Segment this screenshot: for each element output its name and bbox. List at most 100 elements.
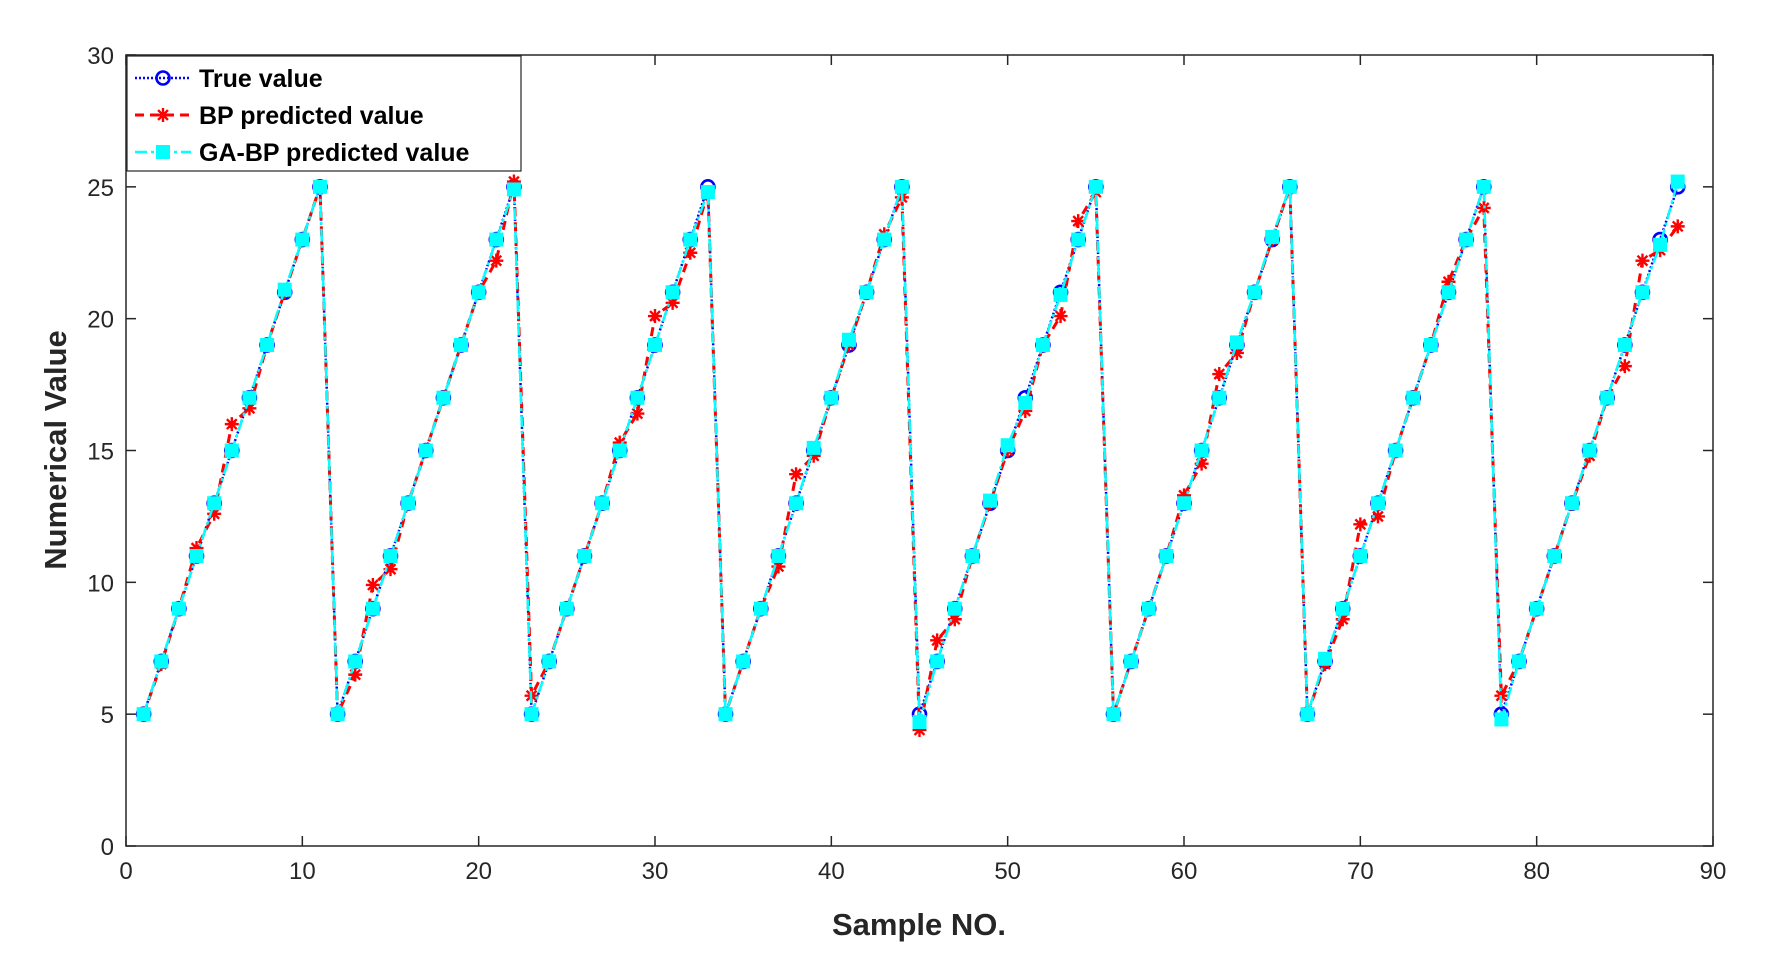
- y-tick-label: 15: [87, 439, 114, 466]
- data-point: [1177, 488, 1191, 503]
- data-point: [189, 541, 204, 556]
- data-point: [1653, 237, 1668, 252]
- data-point: [630, 406, 645, 421]
- data-point: [1370, 496, 1385, 511]
- data-point: [665, 285, 680, 300]
- data-point: [1617, 338, 1632, 353]
- data-point: [1282, 179, 1297, 194]
- data-point: [612, 443, 627, 458]
- data-point: [207, 506, 222, 521]
- data-point: [718, 707, 733, 722]
- data-point: [1353, 548, 1368, 563]
- data-point: [1335, 612, 1350, 627]
- axis-layer: 0 10 20 30 40 50 60 70 80 90 0 5 10 15 20 25 30: [87, 43, 1726, 885]
- x-tick-label: 90: [1700, 858, 1727, 885]
- data-point: [700, 185, 715, 200]
- data-point: [348, 654, 363, 669]
- data-point: [559, 601, 574, 616]
- data-point: [506, 182, 521, 197]
- legend-marker: [156, 108, 170, 122]
- data-point: [930, 654, 945, 669]
- data-point: [1441, 285, 1456, 300]
- data-point: [753, 601, 768, 616]
- data-point: [789, 467, 804, 482]
- data-point: [1212, 367, 1227, 382]
- data-point: [242, 401, 257, 416]
- data-point: [789, 496, 804, 511]
- data-point: [1071, 232, 1086, 247]
- data-point: [1476, 179, 1491, 194]
- data-point: [665, 295, 680, 310]
- data-point: [1459, 232, 1474, 247]
- x-tick-label: 40: [818, 858, 845, 885]
- data-point: [348, 667, 363, 682]
- data-point: [648, 309, 662, 324]
- data-point: [1229, 335, 1244, 350]
- data-point: [1177, 496, 1191, 511]
- series-3: [136, 174, 1685, 730]
- data-point: [1670, 219, 1685, 234]
- data-point: [612, 435, 627, 450]
- data-point: [930, 633, 945, 648]
- data-point: [154, 654, 169, 669]
- data-point: [806, 448, 821, 463]
- data-point: [1106, 707, 1121, 722]
- data-point: [1124, 654, 1139, 669]
- data-point: [1600, 390, 1615, 405]
- data-point: [401, 496, 416, 511]
- y-tick-label: 25: [87, 175, 114, 202]
- data-point: [524, 707, 539, 722]
- x-tick-label: 50: [994, 858, 1021, 885]
- x-tick-label: 80: [1523, 858, 1550, 885]
- data-point: [1035, 338, 1050, 353]
- data-point: [1053, 309, 1068, 324]
- y-tick-label: 0: [101, 834, 114, 861]
- data-point: [947, 601, 962, 616]
- x-tick-label: 70: [1347, 858, 1374, 885]
- data-point: [454, 338, 469, 353]
- data-point: [207, 496, 222, 511]
- data-point: [506, 174, 521, 189]
- legend-label: True value: [199, 65, 323, 93]
- data-point: [471, 285, 486, 300]
- legend-marker: [156, 145, 170, 159]
- data-point: [683, 232, 698, 247]
- data-point: [436, 390, 451, 405]
- data-point: [489, 253, 504, 268]
- data-point: [277, 282, 292, 297]
- data-point: [224, 443, 239, 458]
- data-point: [1335, 601, 1350, 616]
- data-point: [1494, 712, 1509, 727]
- data-point: [383, 562, 398, 577]
- data-point: [365, 577, 380, 592]
- data-point: [1547, 548, 1562, 563]
- data-point: [1018, 396, 1033, 411]
- data-point: [242, 390, 257, 405]
- data-point: [1406, 390, 1421, 405]
- data-point: [542, 654, 557, 669]
- data-point: [1512, 654, 1527, 669]
- data-point: [859, 285, 874, 300]
- data-point: [912, 715, 927, 730]
- data-point: [1053, 287, 1068, 302]
- data-point: [1318, 651, 1333, 666]
- data-point: [365, 601, 380, 616]
- y-tick-label: 20: [87, 307, 114, 334]
- data-point: [983, 493, 998, 508]
- data-point: [824, 390, 839, 405]
- data-point: [418, 443, 433, 458]
- data-point: [771, 548, 786, 563]
- data-point: [965, 548, 980, 563]
- data-point: [1582, 443, 1597, 458]
- series-line: [142, 181, 1679, 723]
- data-point: [1247, 285, 1262, 300]
- data-point: [1617, 359, 1632, 374]
- data-point: [1265, 229, 1280, 244]
- legend-label: BP predicted value: [199, 102, 424, 130]
- data-point: [1212, 390, 1227, 405]
- data-point: [1229, 345, 1244, 360]
- y-axis-title: Numerical Value: [38, 330, 73, 570]
- data-point: [1088, 179, 1103, 194]
- data-point: [189, 548, 204, 563]
